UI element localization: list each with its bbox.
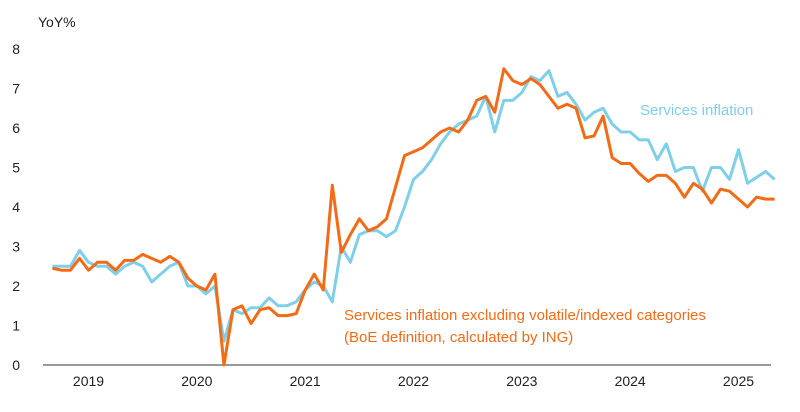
services-ex-volatile-label-line1: Services inflation excluding volatile/in… xyxy=(344,307,706,324)
y-tick-label: 8 xyxy=(12,41,20,57)
x-tick-label: 2020 xyxy=(181,373,212,389)
y-tick-label: 1 xyxy=(12,318,20,334)
y-tick-label: 0 xyxy=(12,357,20,373)
y-tick-label: 4 xyxy=(12,199,20,215)
y-axis-label: YoY% xyxy=(38,14,76,30)
y-tick-label: 7 xyxy=(12,81,20,97)
services-ex-volatile-label-line2: (BoE definition, calculated by ING) xyxy=(344,329,573,346)
y-tick-label: 3 xyxy=(12,239,20,255)
y-tick-label: 2 xyxy=(12,278,20,294)
x-axis-ticks: 2019 2020 2021 2022 2023 2024 2025 xyxy=(73,373,754,389)
services-inflation-label: Services inflation xyxy=(640,102,753,119)
y-axis-ticks: 0 1 2 3 4 5 6 7 8 xyxy=(12,41,20,373)
services-inflation-line xyxy=(52,69,776,343)
x-tick-label: 2024 xyxy=(615,373,646,389)
series-layer xyxy=(52,67,776,367)
y-tick-label: 5 xyxy=(12,160,20,176)
y-tick-label: 6 xyxy=(12,120,20,136)
x-tick-label: 2023 xyxy=(506,373,537,389)
x-tick-label: 2025 xyxy=(723,373,754,389)
x-tick-label: 2022 xyxy=(398,373,429,389)
services-ex-volatile-line xyxy=(52,67,775,367)
x-tick-label: 2019 xyxy=(73,373,104,389)
x-tick-label: 2021 xyxy=(290,373,321,389)
